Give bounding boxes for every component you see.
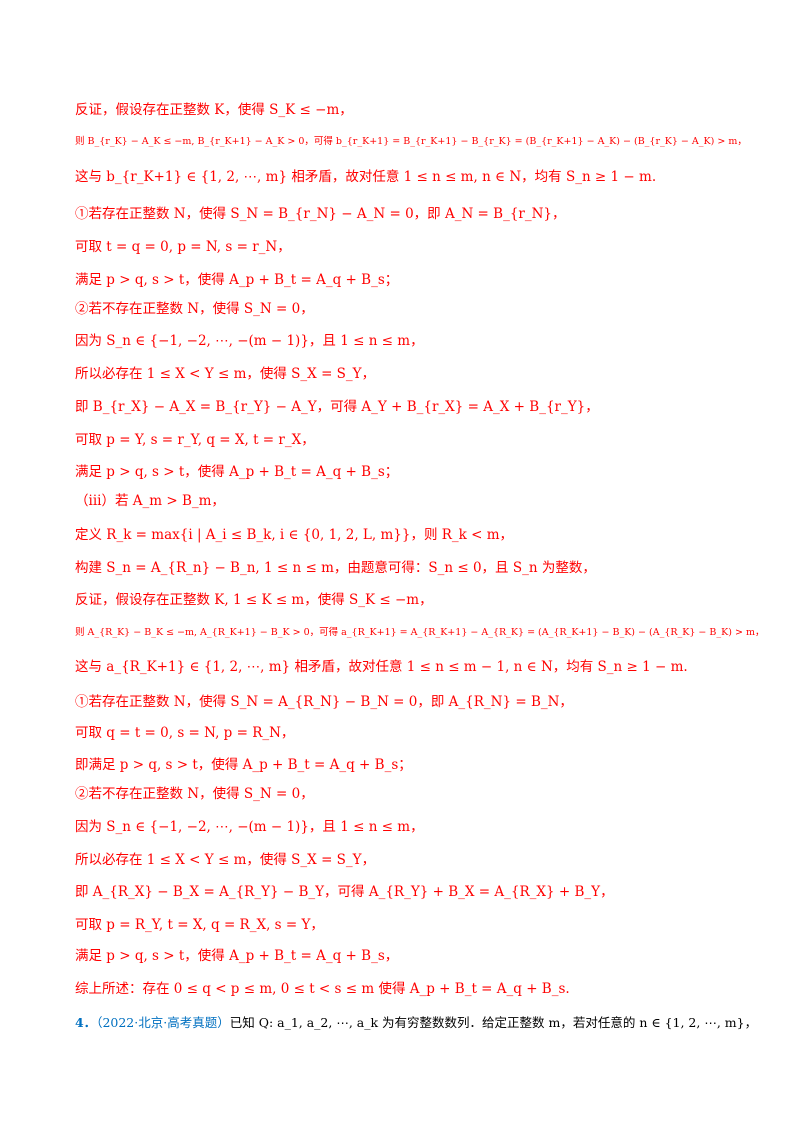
proof-line-26: 可取 p = R_Y, t = X, q = R_X, s = Y，	[75, 917, 324, 933]
proof-line-23: 因为 S_n ∈ {−1, −2, ⋯, −(m − 1)}，且 1 ≤ n ≤…	[75, 819, 424, 835]
proof-line-21: 即满足 p > q, s > t，使得 A_p + B_t = A_q + B_…	[75, 757, 412, 773]
proof-line-17: 则 A_{R_K} − B_K ≤ −m, A_{R_K+1} − B_K > …	[75, 627, 765, 638]
proof-line-10: 即 B_{r_X} − A_X = B_{r_Y} − A_Y，可得 A_Y +…	[75, 399, 599, 415]
proof-line-1: 反证，假设存在正整数 K，使得 S_K ≤ −m，	[75, 102, 353, 118]
proof-line-5: 可取 t = q = 0, p = N, s = r_N，	[75, 239, 291, 255]
proof-line-25: 即 A_{R_X} − B_X = A_{R_Y} − B_Y，可得 A_{R_…	[75, 884, 614, 900]
problem-statement: 4．（2022·北京·高考真题）已知 Q: a_1, a_2, ⋯, a_k 为…	[75, 1013, 757, 1033]
proof-line-9: 所以必存在 1 ≤ X < Y ≤ m，使得 S_X = S_Y，	[75, 366, 376, 382]
proof-line-11: 可取 p = Y, s = r_Y, q = X, t = r_X，	[75, 432, 315, 448]
proof-line-20: 可取 q = t = 0, s = N, p = R_N，	[75, 725, 295, 741]
proof-line-27: 满足 p > q, s > t，使得 A_p + B_t = A_q + B_s…	[75, 948, 399, 964]
problem-source: （2022·北京·高考真题）	[96, 1015, 230, 1030]
proof-line-14: 定义 R_k = max{i | A_i ≤ B_k, i ∈ {0, 1, 2…	[75, 527, 514, 543]
problem-text: 已知 Q: a_1, a_2, ⋯, a_k 为有穷整数数列．给定正整数 m，若…	[229, 1015, 758, 1030]
proof-line-18: 这与 a_{R_K+1} ∈ {1, 2, ⋯, m} 相矛盾，故对任意 1 ≤…	[75, 659, 688, 675]
proof-line-6: 满足 p > q, s > t，使得 A_p + B_t = A_q + B_s…	[75, 272, 399, 288]
proof-line-7: ②若不存在正整数 N，使得 S_N = 0，	[75, 301, 314, 317]
proof-line-2: 则 B_{r_K} − A_K ≤ −m, B_{r_K+1} − A_K > …	[75, 136, 747, 147]
proof-line-3: 这与 b_{r_K+1} ∈ {1, 2, ⋯, m} 相矛盾，故对任意 1 ≤…	[75, 169, 657, 185]
proof-line-28: 综上所述：存在 0 ≤ q < p ≤ m, 0 ≤ t < s ≤ m 使得 …	[75, 981, 570, 997]
proof-line-13: （iii）若 A_m > B_m，	[75, 493, 225, 509]
problem-number: 4．	[75, 1015, 97, 1030]
proof-line-22: ②若不存在正整数 N，使得 S_N = 0，	[75, 786, 314, 802]
proof-line-16: 反证，假设存在正整数 K, 1 ≤ K ≤ m，使得 S_K ≤ −m，	[75, 592, 433, 608]
proof-line-15: 构建 S_n = A_{R_n} − B_n, 1 ≤ n ≤ m，由题意可得：…	[75, 560, 596, 576]
proof-line-4: ①若存在正整数 N，使得 S_N = B_{r_N} − A_N = 0，即 A…	[75, 206, 566, 222]
proof-line-19: ①若存在正整数 N，使得 S_N = A_{R_N} − B_N = 0，即 A…	[75, 694, 573, 710]
proof-line-8: 因为 S_n ∈ {−1, −2, ⋯, −(m − 1)}，且 1 ≤ n ≤…	[75, 333, 424, 349]
proof-line-24: 所以必存在 1 ≤ X < Y ≤ m，使得 S_X = S_Y，	[75, 852, 376, 868]
proof-line-12: 满足 p > q, s > t，使得 A_p + B_t = A_q + B_s…	[75, 464, 399, 480]
